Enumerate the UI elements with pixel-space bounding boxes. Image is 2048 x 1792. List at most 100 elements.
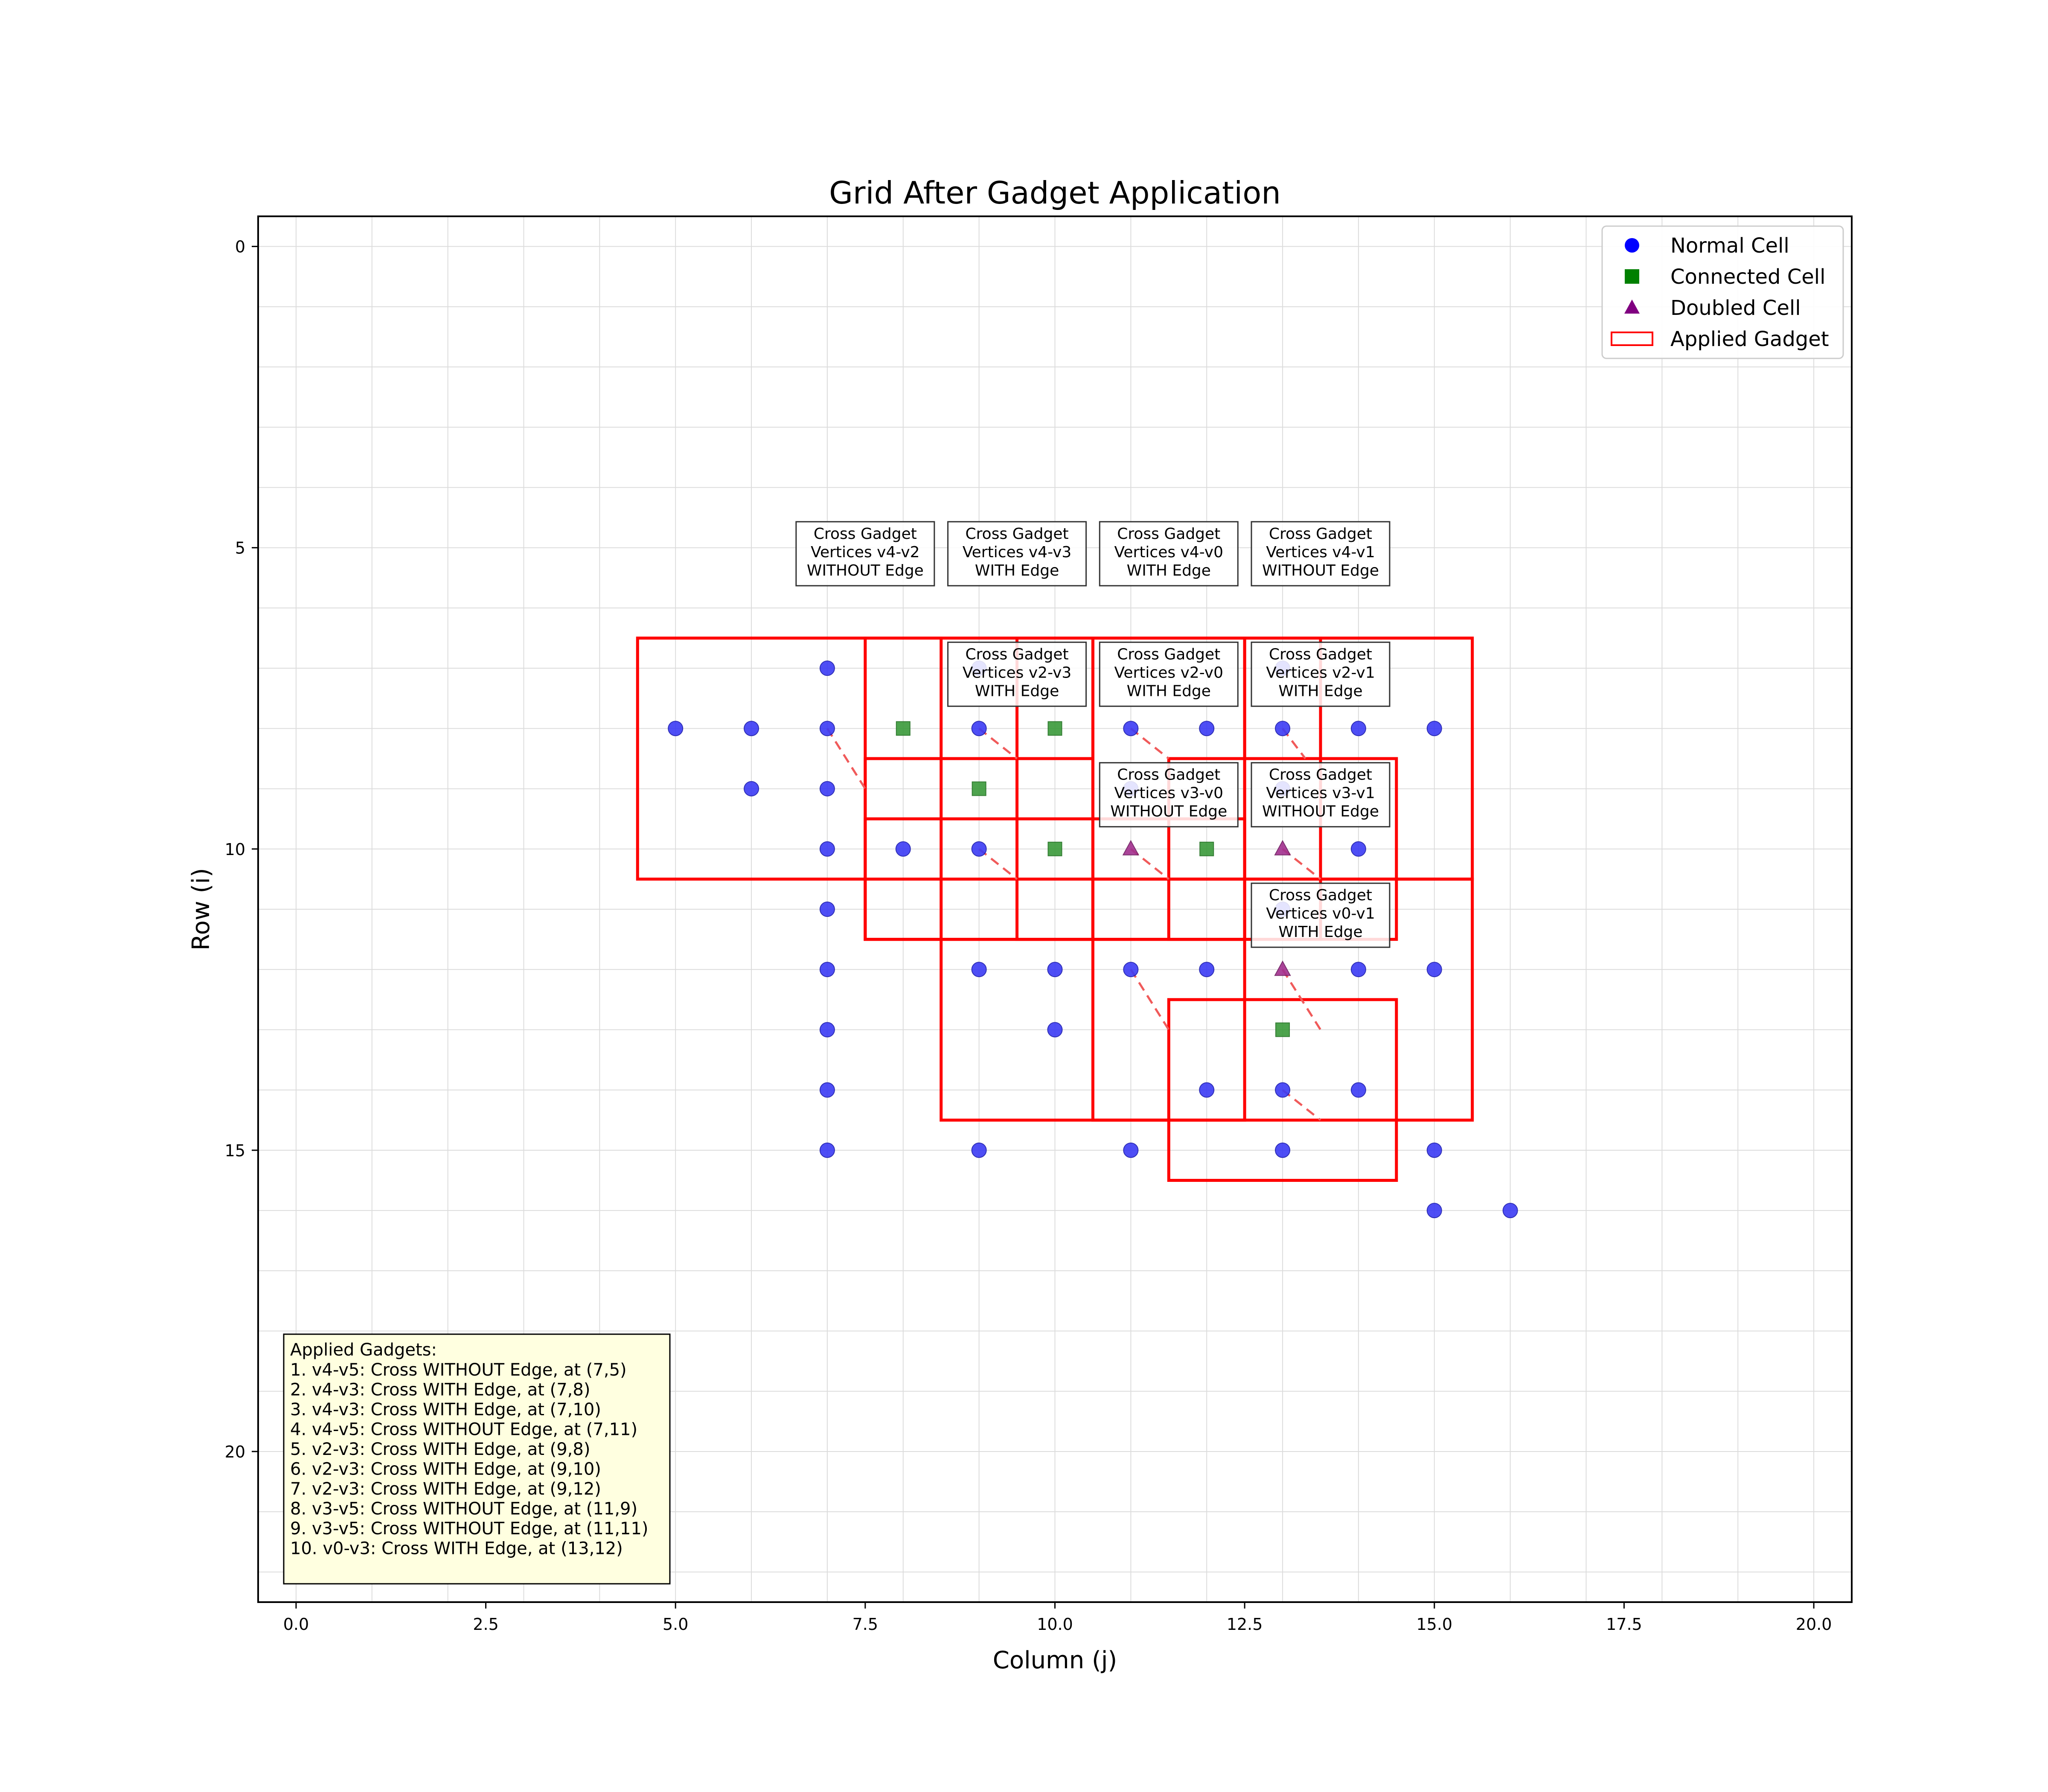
normal-cell-point — [1350, 962, 1366, 977]
normal-cell-point — [971, 721, 987, 736]
y-tick-label: 5 — [235, 539, 245, 558]
grid-lines — [258, 216, 1852, 1602]
axis-ticks: 0.0 2.5 5.0 7.5 10.0 12.5 15.0 17.5 20.0 0 5 10 15 20 — [225, 238, 1832, 1634]
normal-cell-point — [744, 721, 759, 736]
info-box-item: 10. v0-v3: Cross WITH Edge, at (13,12) — [290, 1539, 623, 1559]
annotation-box — [947, 521, 1087, 587]
annotation-line: Cross Gadget — [1269, 525, 1372, 543]
normal-cell-point — [819, 1082, 835, 1098]
normal-cell-point — [1123, 721, 1139, 736]
annotation-box — [1099, 641, 1239, 707]
normal-cell-point — [1350, 1082, 1366, 1098]
gadget-rect — [1167, 998, 1398, 1182]
annotation-line: Vertices v4-v3 — [963, 544, 1071, 561]
normal-cell-point — [1199, 721, 1215, 736]
normal-cell-point — [1123, 1142, 1139, 1158]
normal-cell-point — [971, 1142, 987, 1158]
normal-cell-point — [1426, 1203, 1442, 1219]
x-tick-label: 2.5 — [473, 1615, 498, 1634]
normal-cell-point — [819, 902, 835, 917]
connected-cell-point — [1275, 1022, 1290, 1037]
annotation-line: Cross Gadget — [966, 525, 1069, 543]
annotation-line: WITH Edge — [975, 682, 1059, 700]
legend-label: Connected Cell — [1670, 265, 1825, 289]
x-tick-label: 7.5 — [852, 1615, 878, 1634]
annotation-line: Vertices v3-v0 — [1114, 785, 1223, 802]
info-box-frame — [283, 1333, 671, 1585]
dashed-connection — [1282, 1089, 1321, 1121]
normal-cell-point — [1275, 721, 1291, 736]
legend-frame — [1601, 225, 1844, 359]
x-tick-label: 5.0 — [663, 1615, 688, 1634]
x-tick-label: 10.0 — [1037, 1615, 1073, 1634]
legend-marker-gadget — [1611, 332, 1653, 346]
annotation-line: Vertices v4-v0 — [1114, 544, 1223, 561]
normal-cell-point — [1350, 841, 1366, 857]
normal-cell-point — [1275, 1142, 1291, 1158]
legend-label: Applied Gadget — [1670, 327, 1829, 351]
applied-gadgets-box: Applied Gadgets:1. v4-v5: Cross WITHOUT … — [283, 1333, 671, 1585]
legend-label: Doubled Cell — [1670, 296, 1801, 320]
annotation-line: Vertices v2-v3 — [963, 664, 1071, 681]
normal-cell-point — [819, 1022, 835, 1038]
normal-cell-point — [971, 962, 987, 977]
y-axis-label: Row (i) — [187, 868, 215, 951]
info-box-item: 5. v2-v3: Cross WITH Edge, at (9,8) — [290, 1440, 590, 1459]
x-tick-label: 15.0 — [1416, 1615, 1452, 1634]
annotation-line: Cross Gadget — [1269, 887, 1372, 904]
info-box-item: 3. v4-v3: Cross WITH Edge, at (7,10) — [290, 1400, 601, 1420]
annotation-line: WITHOUT Edge — [1110, 803, 1227, 820]
doubled-cell-point — [1122, 840, 1140, 855]
connected-cell-point — [896, 721, 911, 736]
info-box-item: 6. v2-v3: Cross WITH Edge, at (9,10) — [290, 1460, 601, 1479]
info-box-item: 9. v3-v5: Cross WITHOUT Edge, at (11,11) — [290, 1519, 649, 1539]
annotation-line: Cross Gadget — [1269, 766, 1372, 784]
normal-cell-point — [819, 781, 835, 797]
normal-cell-point — [1123, 962, 1139, 977]
annotation-line: Vertices v2-v1 — [1266, 664, 1375, 681]
annotation-line: Cross Gadget — [966, 646, 1069, 663]
normal-cell-point — [1426, 1142, 1442, 1158]
annotation-box — [1099, 762, 1239, 828]
x-tick-label: 0.0 — [283, 1615, 309, 1634]
normal-cell-point — [1199, 1082, 1215, 1098]
doubled-cell-point — [1274, 840, 1291, 855]
doubled-cell-point — [1274, 960, 1291, 976]
legend-marker-connected — [1625, 269, 1639, 284]
legend: Normal Cell Connected Cell Doubled Cell App… — [1601, 225, 1844, 359]
normal-cell-point — [819, 962, 835, 977]
dashed-connection — [978, 727, 1018, 759]
y-tick-label: 20 — [225, 1443, 245, 1461]
annotation-box — [1099, 521, 1239, 587]
annotation-line: Cross Gadget — [1117, 525, 1220, 543]
normal-cell-point — [1426, 962, 1442, 977]
annotation-line: WITH Edge — [1278, 682, 1362, 700]
annotation-box — [795, 521, 935, 587]
gadget-rects — [636, 637, 1474, 1182]
annotation-line: Vertices v3-v1 — [1266, 785, 1375, 802]
info-box-item: 7. v2-v3: Cross WITH Edge, at (9,12) — [290, 1479, 601, 1499]
normal-cell-point — [971, 841, 987, 857]
annotation-box — [1251, 521, 1391, 587]
annotation-box — [1251, 762, 1391, 828]
gadget-rect — [1091, 877, 1474, 1122]
normal-cell-point — [1047, 1022, 1063, 1038]
x-axis-label: Column (j) — [993, 1647, 1117, 1674]
y-tick-label: 15 — [225, 1141, 245, 1160]
normal-cell-point — [1502, 1203, 1518, 1219]
annotation-line: WITHOUT Edge — [807, 562, 924, 579]
dashed-connection — [1281, 969, 1322, 1030]
normal-cell-point — [819, 1142, 835, 1158]
normal-cell-point — [1426, 721, 1442, 736]
x-tick-label: 12.5 — [1227, 1615, 1263, 1634]
annotation-line: Vertices v2-v0 — [1114, 664, 1223, 681]
annotation-line: Cross Gadget — [1117, 766, 1220, 784]
normal-cell-point — [895, 841, 911, 857]
